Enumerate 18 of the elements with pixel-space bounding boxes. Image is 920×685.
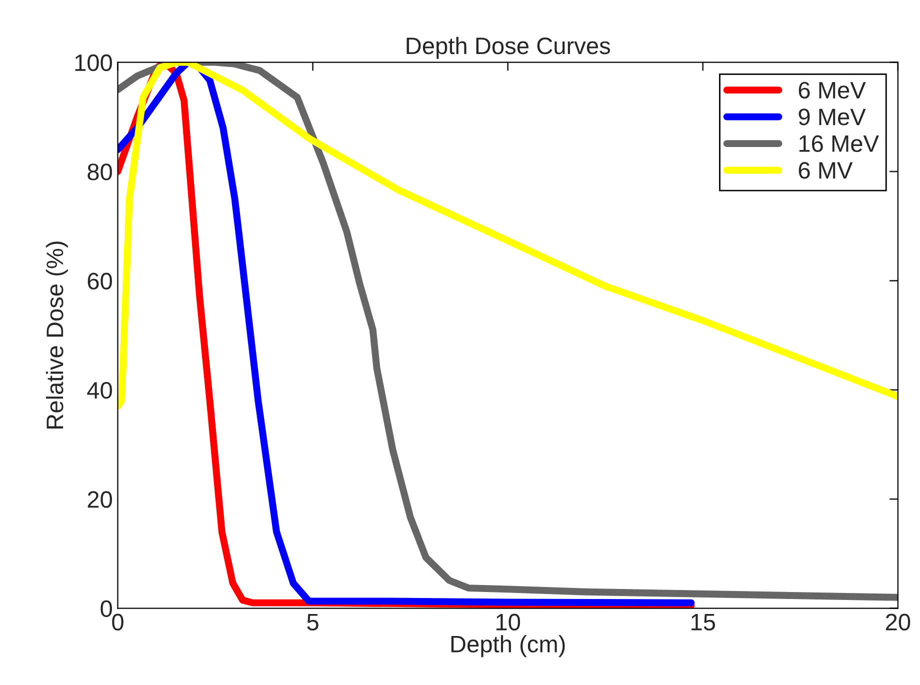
x-tick-label: 20 xyxy=(886,614,910,630)
y-tick-label: 0 xyxy=(100,600,112,618)
y-tick-label: 60 xyxy=(88,272,112,290)
y-tick-label: 40 xyxy=(87,382,112,399)
legend-label: 16 MeV xyxy=(799,135,879,152)
y-tick-label: 20 xyxy=(88,491,112,508)
x-tick-label: 15 xyxy=(692,614,716,630)
x-tick-label: 10 xyxy=(496,614,520,630)
legend-label: 6 MeV xyxy=(798,82,866,99)
chart-title: Depth Dose Curves xyxy=(406,36,610,59)
legend-label: 6 MV xyxy=(798,162,853,179)
y-axis-title: Relative Dose (%) xyxy=(46,242,68,428)
y-tick-label: 80 xyxy=(88,164,112,180)
legend-label: 9 MeV xyxy=(798,108,866,126)
x-tick-label: 5 xyxy=(307,614,318,630)
x-axis-title: Depth (cm) xyxy=(451,635,565,658)
x-tick-label: 0 xyxy=(112,614,124,630)
y-tick-label: 100 xyxy=(75,54,112,72)
